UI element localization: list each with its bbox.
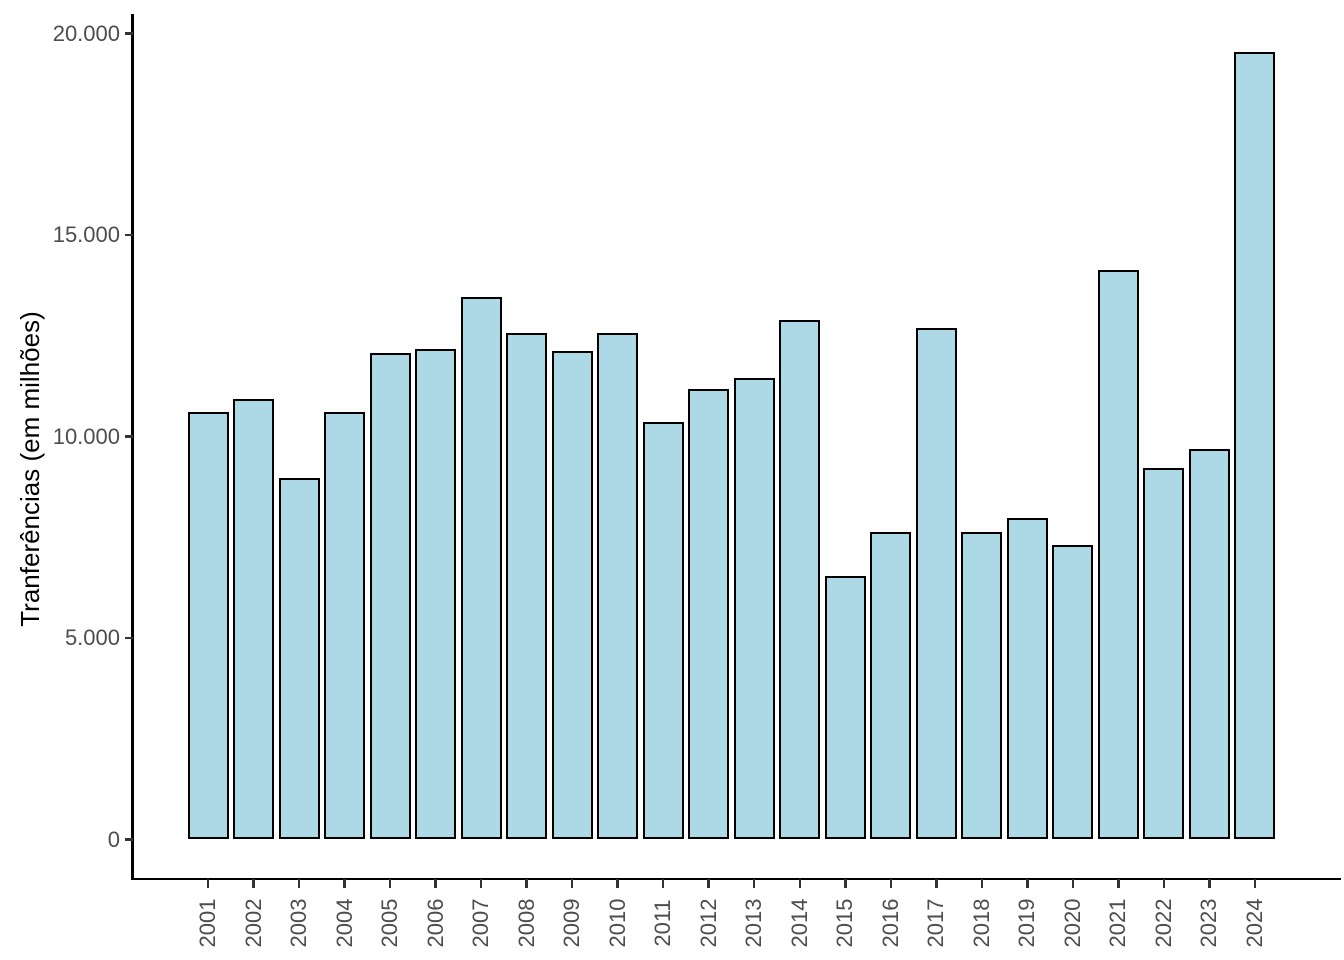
x-tick-mark-2009	[570, 879, 574, 888]
bar-2012	[688, 389, 730, 840]
bar-2015	[824, 575, 866, 840]
x-tick-label-2006: 2006	[422, 898, 448, 948]
y-tick-label-0: 0	[107, 826, 120, 852]
x-tick-mark-2014	[798, 879, 801, 888]
x-tick-mark-2007	[479, 879, 483, 888]
y-tick-label-20.000: 20.000	[52, 20, 120, 46]
x-tick-mark-2013	[752, 879, 756, 888]
bar-2017	[915, 328, 957, 840]
bar-2014	[779, 319, 821, 840]
bar-2023	[1188, 449, 1230, 840]
y-tick-mark-20.000	[124, 32, 133, 35]
x-tick-label-2003: 2003	[286, 898, 312, 948]
x-tick-label-2004: 2004	[331, 898, 357, 948]
x-tick-label-2007: 2007	[468, 898, 494, 948]
bar-2020	[1052, 544, 1094, 840]
x-tick-label-2018: 2018	[968, 898, 994, 948]
x-tick-label-2011: 2011	[650, 899, 676, 947]
y-tick-label-10.000: 10.000	[52, 423, 120, 449]
y-tick-label-15.000: 15.000	[52, 222, 120, 247]
bar-2013	[733, 378, 775, 840]
x-tick-label-2024: 2024	[1241, 898, 1267, 948]
x-tick-label-2009: 2009	[559, 898, 585, 948]
x-tick-label-2016: 2016	[877, 898, 903, 948]
bar-2011	[642, 421, 684, 840]
bar-2022	[1143, 467, 1185, 840]
x-tick-label-2005: 2005	[377, 898, 403, 948]
bar-2008	[506, 332, 548, 840]
bar-2005	[369, 353, 411, 840]
y-axis-title: Tranferências (em milhões)	[15, 311, 45, 627]
x-tick-mark-2012	[707, 879, 710, 888]
bar-2018	[961, 531, 1003, 840]
x-tick-label-2012: 2012	[695, 898, 721, 948]
bar-2016	[870, 531, 912, 840]
bar-2007	[460, 297, 502, 840]
x-tick-mark-2020	[1071, 879, 1075, 888]
bar-2002	[233, 399, 275, 840]
x-tick-label-2010: 2010	[604, 898, 630, 948]
x-tick-label-2021: 2021	[1105, 898, 1131, 948]
x-tick-label-2002: 2002	[240, 898, 266, 948]
x-tick-mark-2003	[297, 879, 301, 888]
x-tick-label-2013: 2013	[741, 898, 767, 948]
x-tick-label-2017: 2017	[923, 898, 949, 948]
x-tick-mark-2015	[844, 879, 847, 888]
bar-2024	[1234, 52, 1276, 840]
x-tick-mark-2019	[1026, 879, 1029, 888]
x-tick-mark-2010	[616, 879, 619, 888]
x-tick-mark-2002	[252, 879, 255, 888]
bar-2003	[278, 477, 320, 840]
y-tick-mark-0	[124, 838, 133, 841]
bar-2021	[1097, 269, 1139, 840]
bar-2006	[415, 349, 457, 840]
x-tick-label-2022: 2022	[1150, 898, 1176, 948]
x-tick-mark-2021	[1117, 879, 1120, 888]
x-tick-label-2019: 2019	[1014, 898, 1040, 948]
x-tick-mark-2011	[661, 879, 665, 888]
x-tick-mark-2005	[388, 879, 392, 888]
x-tick-mark-2004	[343, 879, 346, 888]
x-tick-mark-2006	[434, 879, 437, 888]
bar-2019	[1006, 517, 1048, 840]
x-tick-mark-2017	[935, 879, 938, 888]
bar-2009	[551, 350, 593, 840]
x-tick-label-2020: 2020	[1059, 898, 1085, 948]
x-tick-mark-2022	[1162, 879, 1166, 888]
bar-2001	[187, 412, 229, 840]
y-tick-label-5.000: 5.000	[64, 625, 120, 650]
x-tick-label-2015: 2015	[832, 898, 858, 948]
x-tick-mark-2001	[206, 879, 210, 888]
x-tick-mark-2016	[889, 879, 893, 888]
y-tick-mark-15.000	[124, 233, 133, 237]
x-tick-label-2008: 2008	[513, 898, 539, 948]
x-tick-label-2001: 2001	[195, 898, 220, 948]
y-axis-line	[131, 14, 134, 880]
bar-2004	[324, 412, 366, 840]
x-tick-label-2023: 2023	[1196, 898, 1222, 948]
x-tick-mark-2018	[980, 879, 984, 888]
x-tick-mark-2024	[1253, 879, 1257, 888]
x-tick-mark-2008	[525, 879, 528, 888]
y-tick-mark-10.000	[124, 435, 133, 438]
x-tick-label-2014: 2014	[786, 898, 812, 948]
x-tick-mark-2023	[1208, 879, 1211, 888]
x-axis-line	[131, 877, 1341, 880]
bar-2010	[597, 333, 639, 840]
y-tick-mark-5.000	[124, 636, 133, 640]
